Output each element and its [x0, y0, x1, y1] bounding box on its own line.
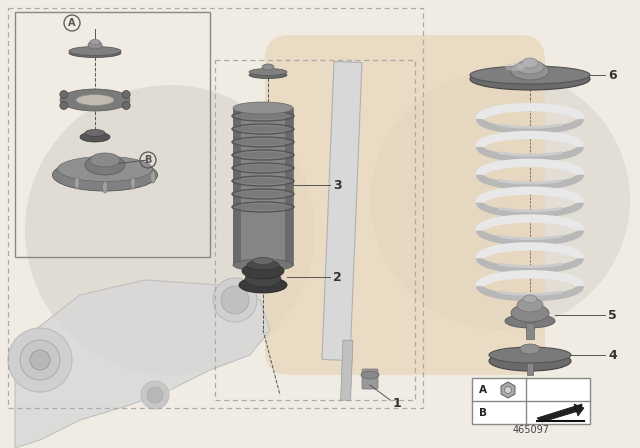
Bar — [285, 108, 293, 265]
Ellipse shape — [90, 153, 120, 167]
Polygon shape — [537, 404, 582, 422]
Circle shape — [20, 340, 60, 380]
Text: 465097: 465097 — [513, 425, 550, 435]
Circle shape — [8, 328, 72, 392]
Circle shape — [122, 90, 130, 99]
Bar — [215, 60, 415, 400]
Ellipse shape — [517, 298, 543, 312]
Text: 4: 4 — [608, 349, 617, 362]
Ellipse shape — [102, 181, 108, 193]
Circle shape — [221, 286, 249, 314]
Bar — [8, 8, 423, 408]
Bar — [527, 363, 533, 375]
Ellipse shape — [245, 271, 281, 287]
Text: 3: 3 — [333, 178, 342, 191]
Ellipse shape — [233, 102, 293, 114]
Ellipse shape — [239, 277, 287, 293]
Polygon shape — [501, 382, 515, 398]
Ellipse shape — [150, 171, 156, 183]
Ellipse shape — [234, 204, 292, 210]
Ellipse shape — [249, 69, 287, 76]
Ellipse shape — [523, 295, 537, 303]
Ellipse shape — [80, 132, 110, 142]
Text: B: B — [144, 155, 152, 165]
Circle shape — [60, 90, 68, 99]
Ellipse shape — [511, 304, 549, 322]
Ellipse shape — [520, 344, 540, 354]
Ellipse shape — [522, 58, 538, 68]
Ellipse shape — [234, 126, 292, 132]
Ellipse shape — [234, 152, 292, 158]
Ellipse shape — [85, 155, 125, 175]
Ellipse shape — [69, 47, 121, 56]
Circle shape — [147, 387, 163, 403]
Bar — [322, 61, 362, 361]
Ellipse shape — [85, 129, 105, 137]
Ellipse shape — [247, 260, 279, 270]
Ellipse shape — [131, 177, 136, 189]
Text: 5: 5 — [608, 309, 617, 322]
Ellipse shape — [361, 371, 379, 379]
Bar — [233, 108, 241, 265]
Text: 2: 2 — [333, 271, 342, 284]
Ellipse shape — [74, 177, 79, 189]
Ellipse shape — [58, 156, 152, 181]
Ellipse shape — [69, 48, 121, 57]
Text: 6: 6 — [608, 69, 616, 82]
Ellipse shape — [52, 159, 157, 191]
Polygon shape — [574, 404, 584, 416]
Ellipse shape — [60, 89, 130, 111]
Circle shape — [213, 278, 257, 322]
Circle shape — [25, 85, 315, 375]
Text: 1: 1 — [393, 396, 402, 409]
Ellipse shape — [88, 41, 102, 49]
FancyBboxPatch shape — [265, 35, 545, 375]
Bar — [233, 108, 293, 265]
Ellipse shape — [489, 347, 571, 363]
Circle shape — [141, 381, 169, 409]
Ellipse shape — [234, 178, 292, 184]
Ellipse shape — [470, 68, 590, 90]
Ellipse shape — [262, 64, 274, 70]
Ellipse shape — [90, 39, 100, 44]
Circle shape — [30, 350, 50, 370]
Ellipse shape — [253, 258, 273, 264]
Ellipse shape — [234, 113, 292, 119]
Ellipse shape — [76, 95, 114, 105]
Circle shape — [504, 387, 511, 393]
Circle shape — [370, 70, 630, 330]
Ellipse shape — [234, 191, 292, 197]
Ellipse shape — [233, 259, 293, 271]
Ellipse shape — [489, 351, 571, 371]
Circle shape — [122, 102, 130, 109]
Ellipse shape — [505, 314, 555, 328]
Bar — [340, 340, 353, 401]
Ellipse shape — [234, 165, 292, 171]
Ellipse shape — [249, 72, 287, 78]
FancyBboxPatch shape — [362, 369, 378, 389]
Text: A: A — [479, 385, 487, 395]
Ellipse shape — [505, 63, 525, 71]
Ellipse shape — [234, 139, 292, 145]
Ellipse shape — [516, 60, 544, 74]
Circle shape — [60, 102, 68, 109]
Bar — [526, 323, 534, 339]
Ellipse shape — [511, 62, 549, 80]
Bar — [15, 12, 210, 257]
Ellipse shape — [470, 66, 590, 84]
Ellipse shape — [242, 263, 284, 279]
Text: B: B — [479, 408, 487, 418]
Polygon shape — [15, 280, 270, 448]
Bar — [472, 378, 590, 424]
Text: A: A — [68, 18, 76, 28]
